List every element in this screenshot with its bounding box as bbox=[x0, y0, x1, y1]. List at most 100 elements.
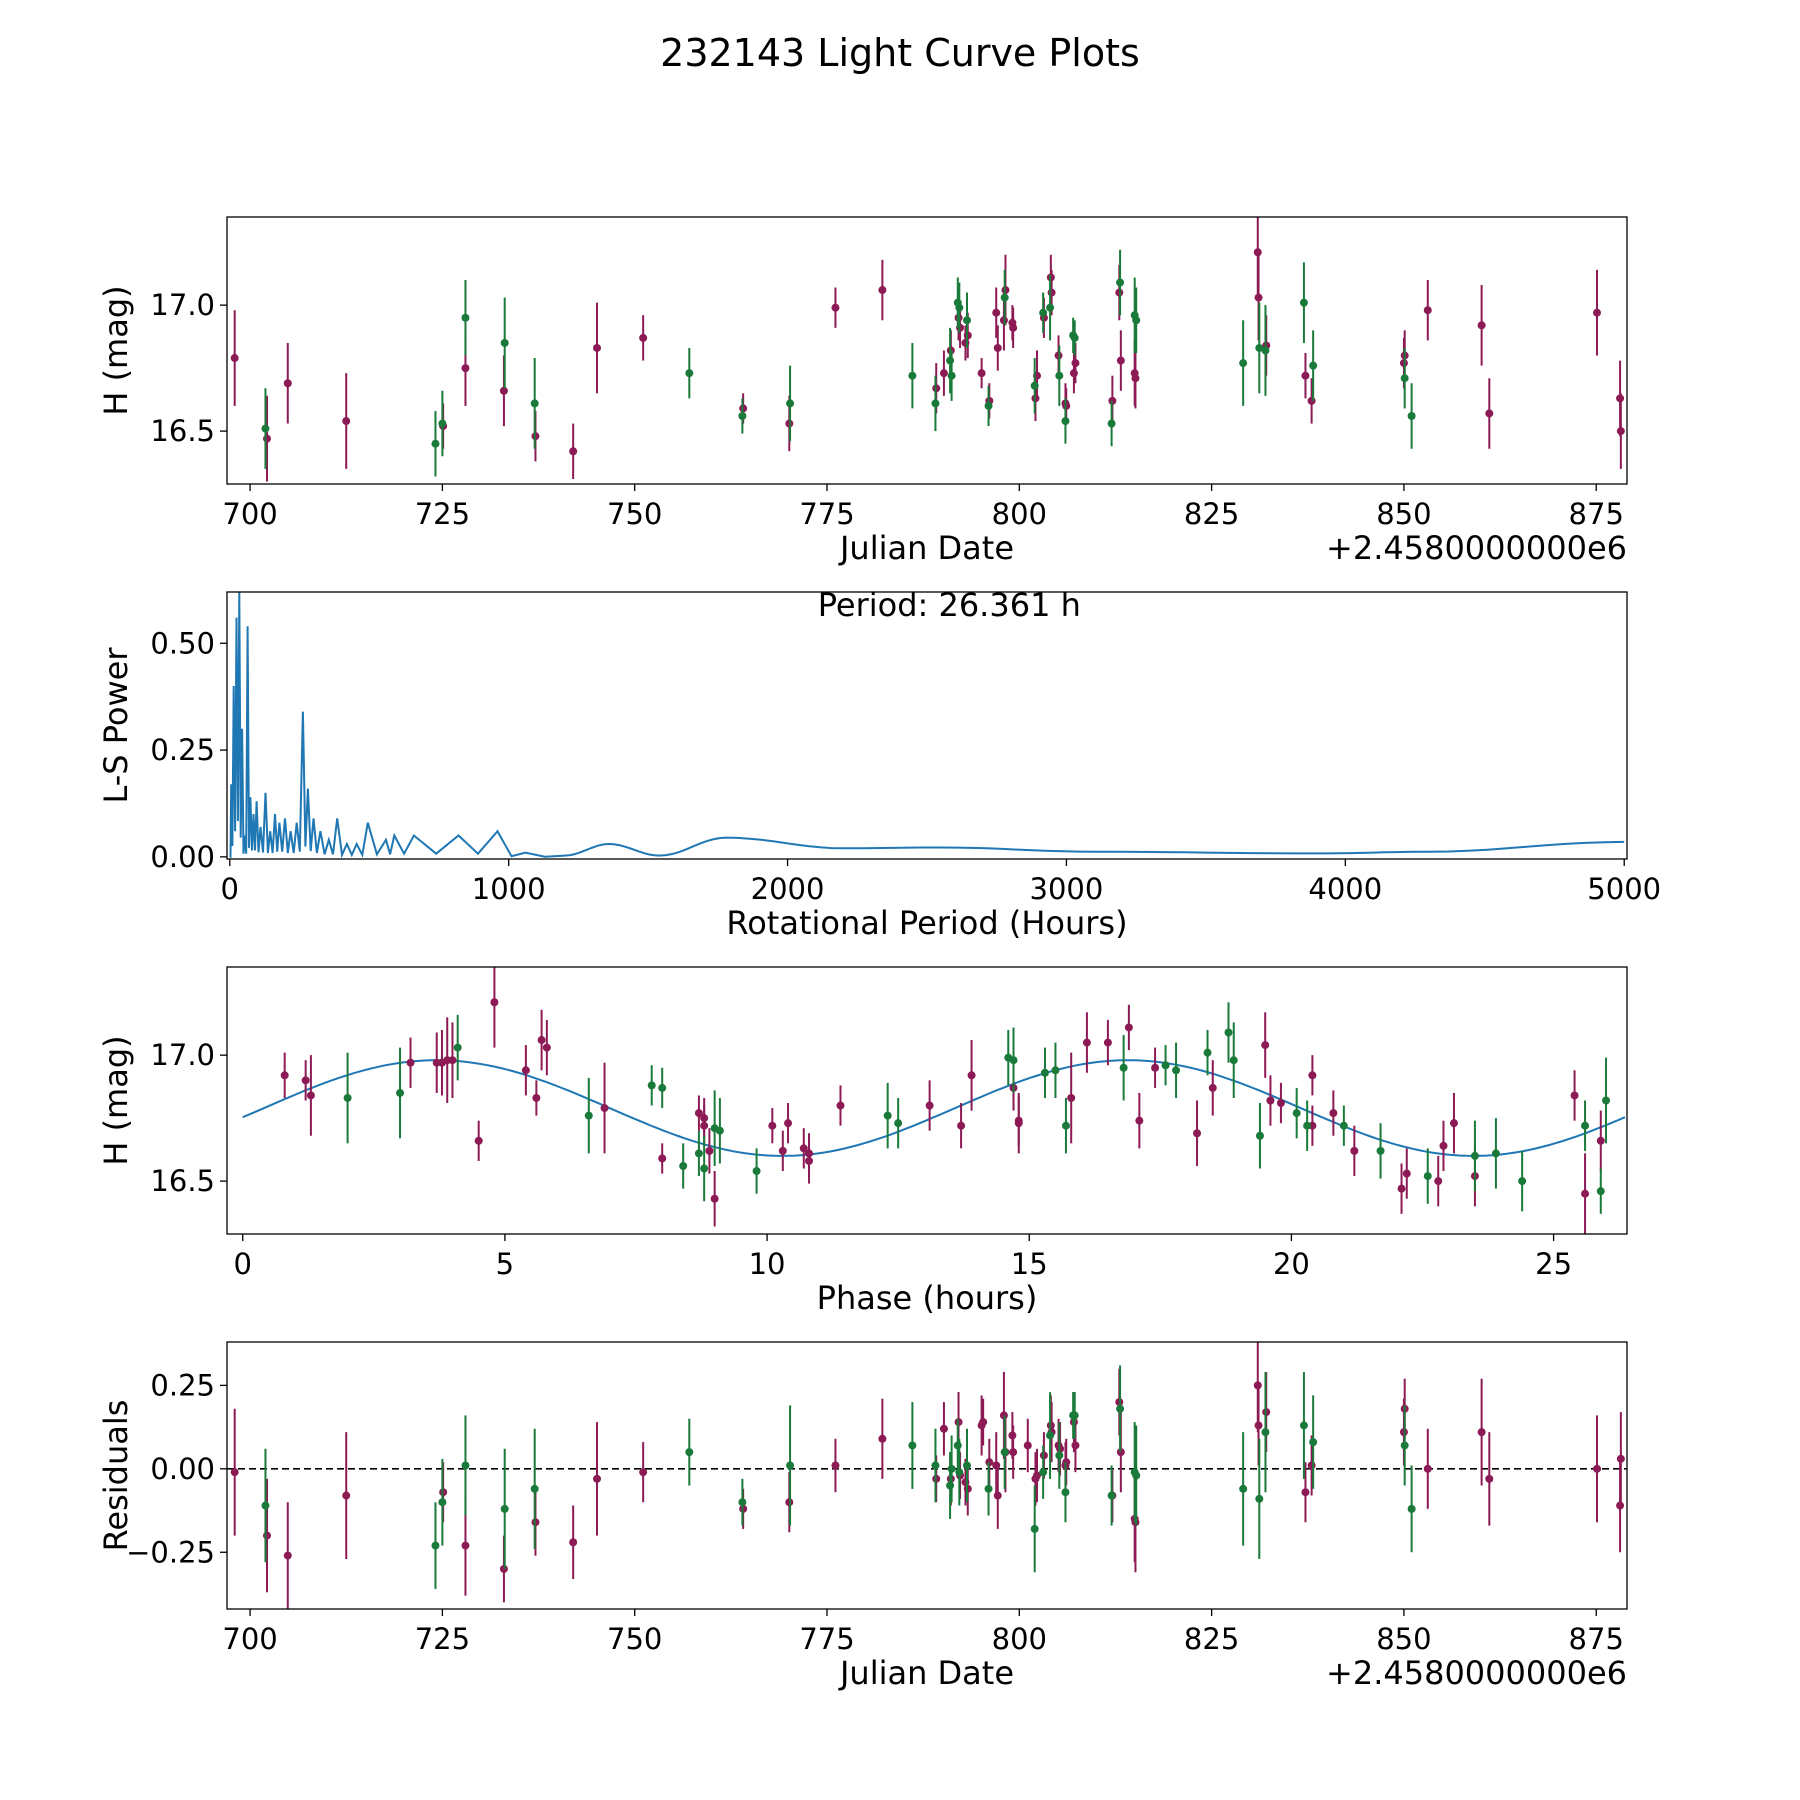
data-point bbox=[1132, 1471, 1141, 1480]
plot-area-lightcurve bbox=[230, 217, 1625, 482]
x-offset-label: +2.4580000000e6 bbox=[1326, 529, 1627, 567]
data-point bbox=[1055, 371, 1064, 380]
data-point bbox=[1329, 1109, 1338, 1118]
data-point bbox=[1116, 1404, 1125, 1413]
data-point bbox=[908, 1441, 917, 1450]
data-point bbox=[1061, 1488, 1070, 1497]
y-axis-label: H (mag) bbox=[97, 285, 135, 415]
data-point bbox=[878, 286, 887, 295]
data-point bbox=[1000, 293, 1009, 302]
x-tick-label: 1000 bbox=[472, 872, 546, 906]
data-point bbox=[799, 1144, 808, 1153]
data-point bbox=[263, 1531, 271, 1540]
series-b bbox=[261, 249, 1416, 477]
data-point bbox=[1039, 1468, 1048, 1477]
data-point bbox=[530, 1484, 539, 1493]
data-point bbox=[280, 1071, 289, 1080]
data-point bbox=[1046, 303, 1055, 312]
x-tick-label: 750 bbox=[607, 497, 662, 531]
data-point bbox=[569, 1538, 578, 1547]
data-point bbox=[342, 417, 351, 426]
data-point bbox=[1402, 1169, 1411, 1178]
data-point bbox=[1067, 1093, 1076, 1102]
y-tick-label: 0.00 bbox=[150, 1452, 215, 1486]
data-point bbox=[1119, 1063, 1128, 1072]
data-point bbox=[931, 399, 940, 408]
x-axis-label: Rotational Period (Hours) bbox=[726, 904, 1127, 942]
x-tick-label: 800 bbox=[992, 1622, 1047, 1656]
data-point bbox=[1491, 1149, 1500, 1158]
data-point bbox=[992, 1461, 1001, 1470]
x-tick-label: 3000 bbox=[1030, 872, 1104, 906]
x-tick-label: 700 bbox=[222, 497, 277, 531]
data-point bbox=[1033, 1471, 1041, 1480]
data-point bbox=[1449, 1119, 1458, 1128]
data-point bbox=[715, 1126, 724, 1135]
data-point bbox=[658, 1083, 667, 1092]
data-point bbox=[343, 1093, 352, 1102]
data-point bbox=[1061, 417, 1070, 426]
data-point bbox=[836, 1101, 845, 1110]
y-tick-label: −0.25 bbox=[126, 1535, 215, 1569]
data-point bbox=[1023, 1441, 1032, 1450]
data-point bbox=[1301, 1488, 1310, 1497]
x-tick-label: 775 bbox=[799, 1622, 854, 1656]
data-point bbox=[474, 1136, 483, 1145]
data-point bbox=[521, 1066, 530, 1075]
data-point bbox=[342, 1491, 351, 1500]
data-point bbox=[992, 308, 1001, 317]
data-point bbox=[1009, 1056, 1018, 1065]
data-point bbox=[1307, 396, 1316, 405]
data-point bbox=[461, 364, 470, 373]
periodogram-line bbox=[229, 592, 1625, 859]
data-point bbox=[1477, 1428, 1486, 1437]
data-point bbox=[1000, 1448, 1009, 1457]
data-point bbox=[1266, 1096, 1275, 1105]
chart-lightcurve: 700 725 750 775 800 825 850 875 16.5 17.0 Julian D… bbox=[97, 216, 1628, 567]
data-point bbox=[752, 1167, 761, 1176]
y-tick-label: 17.0 bbox=[150, 1038, 215, 1072]
data-point bbox=[1261, 1041, 1270, 1050]
data-point bbox=[925, 1101, 934, 1110]
y-tick-label: 0.25 bbox=[150, 1368, 215, 1402]
data-point bbox=[1477, 321, 1486, 330]
data-point bbox=[261, 424, 270, 433]
data-point bbox=[1229, 1056, 1238, 1065]
data-point bbox=[778, 1146, 787, 1155]
data-point bbox=[946, 1481, 955, 1490]
data-point bbox=[1030, 381, 1039, 390]
data-point bbox=[1030, 1524, 1039, 1533]
data-point bbox=[1276, 1099, 1285, 1108]
plot-area-residuals bbox=[227, 1342, 1627, 1609]
data-point bbox=[1593, 308, 1601, 317]
data-point bbox=[700, 1164, 709, 1173]
x-tick-label: 825 bbox=[1184, 1622, 1239, 1656]
data-point bbox=[939, 1424, 948, 1433]
data-point bbox=[1051, 1066, 1060, 1075]
data-point bbox=[963, 1461, 971, 1470]
data-point bbox=[984, 1484, 993, 1493]
data-point bbox=[1309, 361, 1318, 370]
data-point bbox=[1376, 1146, 1385, 1155]
data-point bbox=[685, 1448, 694, 1457]
figure-title: 232143 Light Curve Plots bbox=[660, 31, 1140, 75]
x-tick-label: 875 bbox=[1569, 1622, 1624, 1656]
data-point bbox=[1253, 248, 1262, 257]
data-point bbox=[1070, 1411, 1079, 1420]
data-point bbox=[700, 1121, 709, 1130]
data-point bbox=[1407, 1504, 1416, 1513]
data-point bbox=[1307, 1461, 1316, 1470]
data-point bbox=[1255, 1131, 1264, 1140]
data-point bbox=[499, 386, 508, 395]
data-point bbox=[1103, 1038, 1112, 1047]
data-point bbox=[396, 1088, 405, 1097]
axes-frame bbox=[226, 591, 1628, 860]
y-tick-label: 0.00 bbox=[150, 840, 215, 874]
data-point bbox=[946, 356, 955, 365]
data-point bbox=[593, 1474, 601, 1483]
data-point bbox=[500, 338, 509, 347]
data-point bbox=[1224, 1028, 1233, 1037]
x-tick-label: 0 bbox=[221, 872, 239, 906]
axes-frame bbox=[226, 1341, 1628, 1610]
data-point bbox=[1124, 1023, 1133, 1032]
